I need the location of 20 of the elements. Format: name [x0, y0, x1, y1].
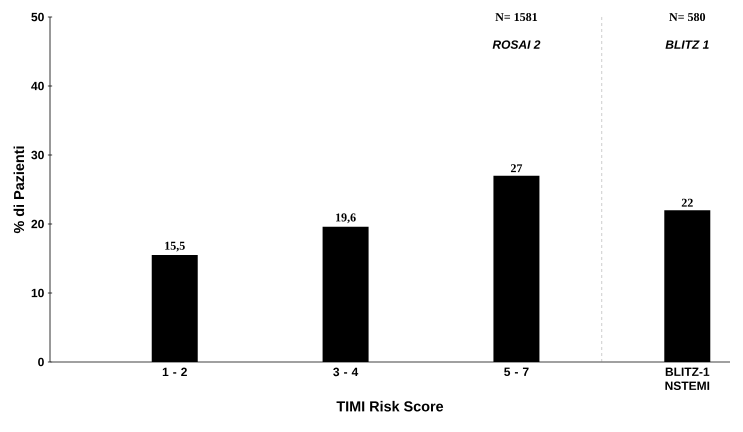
x-tick-label: 5 - 7 [504, 368, 529, 376]
data-label: 27 [510, 164, 522, 172]
y-tick-label: 30 [31, 150, 44, 160]
annotation: BLITZ 1 [666, 40, 709, 49]
data-label: 19,6 [336, 213, 356, 224]
x-tick-label: 3 - 4 [333, 368, 358, 376]
annotation: N= 1581 [495, 12, 538, 22]
annotation: N= 580 [669, 12, 706, 22]
y-tick-label: 10 [32, 288, 44, 298]
x-tick-label: 1 - 2 [162, 368, 187, 376]
y-tick-label: 20 [31, 220, 44, 228]
annotation: ROSAI 2 [492, 40, 540, 49]
x-axis-title: TIMI Risk Score [336, 400, 444, 412]
y-tick-label: 0 [38, 358, 44, 366]
y-axis-title: % di Pazienti [14, 146, 24, 234]
y-tick-label: 40 [31, 82, 44, 90]
x-tick-label: BLITZ-1 NSTEMI [665, 368, 710, 390]
data-label: 15,5 [165, 242, 185, 252]
y-tick-label: 50 [31, 12, 44, 22]
data-label: 22 [682, 198, 693, 207]
